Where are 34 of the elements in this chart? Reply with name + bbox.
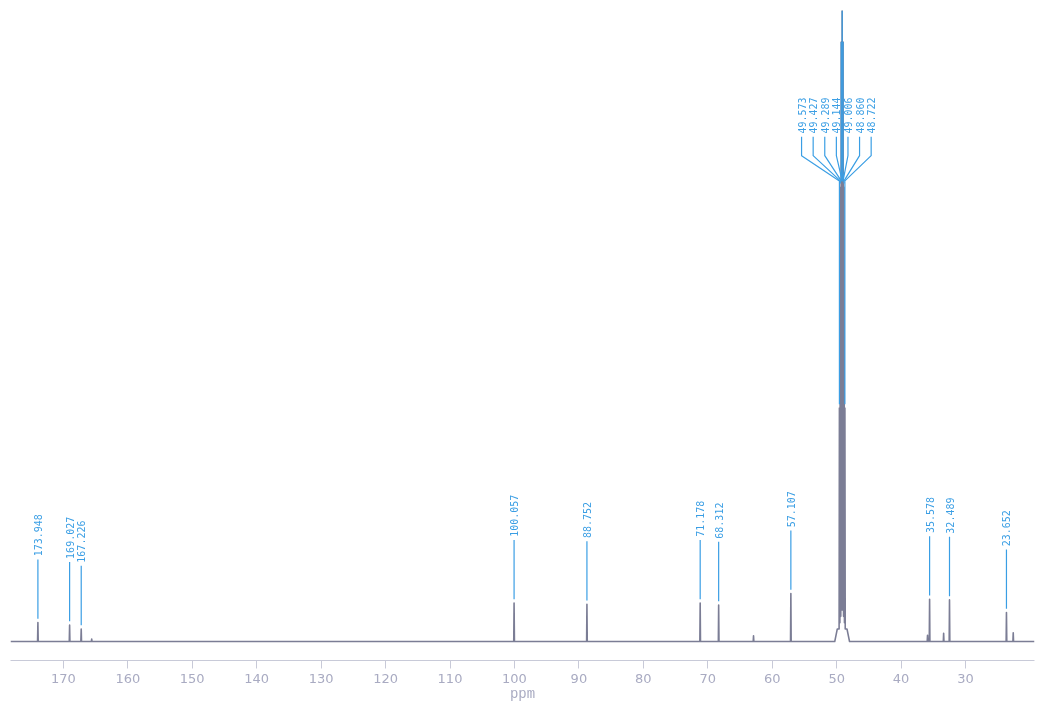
x-tick-label: 160 [115,670,141,686]
x-tick-label: 60 [763,670,781,686]
x-axis-title: ppm [509,685,536,702]
x-tick-label: 150 [179,670,205,686]
x-tick-label: 110 [437,670,463,686]
annotation: 48.860 [854,97,866,134]
annotation: 88.752 [581,501,593,539]
annotation: 169.027 [64,516,76,559]
x-tick-label: 40 [892,670,910,686]
x-tick-label: 50 [828,670,845,686]
annotation: 49.573 [796,97,808,134]
x-tick-label: 130 [308,670,334,686]
x-tick-label: 70 [699,670,717,686]
annotation: 23.652 [1001,510,1013,547]
annotation: 48.722 [866,97,878,134]
annotation: 167.226 [76,520,88,563]
annotation: 173.948 [32,514,44,557]
annotation: 49.289 [819,97,831,134]
x-tick-label: 100 [502,670,527,686]
annotation: 100.057 [509,494,521,537]
annotation: 35.578 [924,496,936,534]
x-tick-label: 30 [957,670,974,686]
x-tick-label: 120 [373,670,398,686]
annotation: 71.178 [695,500,707,537]
annotation: 49.144 [831,97,843,134]
annotation: 49.427 [808,97,820,134]
annotation: 68.312 [713,502,725,539]
annotation: 32.489 [944,497,956,534]
x-tick-label: 170 [50,670,76,686]
annotation: 57.107 [785,491,797,528]
annotation: 49.006 [842,97,854,134]
x-tick-label: 80 [635,670,652,686]
x-tick-label: 140 [244,670,270,686]
x-tick-label: 90 [570,670,588,686]
